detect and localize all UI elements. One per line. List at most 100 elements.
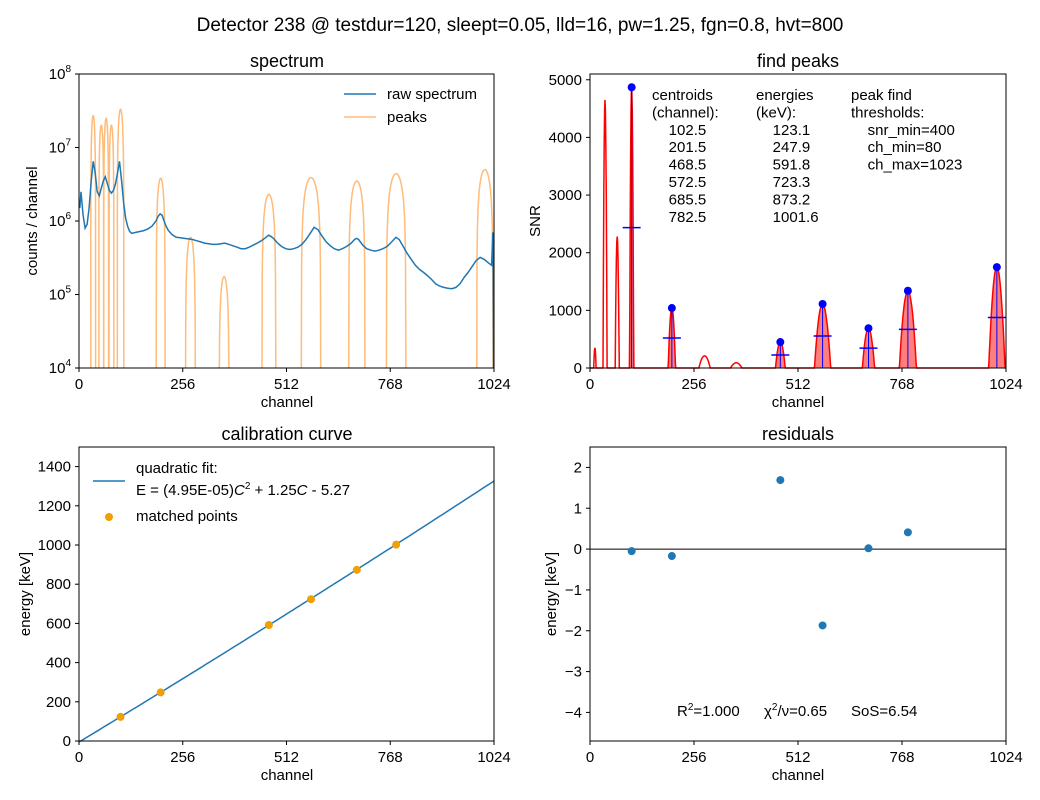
x-tick-label: 0 xyxy=(586,376,594,393)
x-tick-label: 512 xyxy=(785,749,810,766)
y-tick-label: −1 xyxy=(565,582,582,599)
spectrum-ylabel: counts / channel xyxy=(24,166,41,275)
annotation-line: 102.5 xyxy=(652,122,706,139)
peak-curve xyxy=(90,115,97,369)
legend-label-fit: quadratic fit: xyxy=(136,460,218,477)
annotation-line: 685.5 xyxy=(652,191,706,208)
x-tick-label: 768 xyxy=(378,749,403,766)
annotation-line: 782.5 xyxy=(652,209,706,226)
peak-marker xyxy=(903,286,912,295)
annotation-line: centroids xyxy=(652,87,713,104)
y-tick-label: 4000 xyxy=(549,129,582,146)
y-tick-label: 800 xyxy=(46,576,71,593)
annotation-line: 468.5 xyxy=(652,157,706,174)
x-tick-label: 768 xyxy=(889,749,914,766)
x-tick-label: 256 xyxy=(681,749,706,766)
annotation-line: 723.3 xyxy=(756,174,810,191)
x-tick-label: 768 xyxy=(889,376,914,393)
y-tick-label: 400 xyxy=(46,655,71,672)
peak-curve xyxy=(261,193,277,369)
x-tick-label: 512 xyxy=(274,376,299,393)
annotation-line: 572.5 xyxy=(652,174,706,191)
residual-point xyxy=(776,476,785,485)
peak-curve xyxy=(98,124,105,369)
y-tick-label: 600 xyxy=(46,615,71,632)
x-tick-label: 1024 xyxy=(477,749,510,766)
y-tick-label: 1000 xyxy=(38,537,71,554)
find-peaks-xlabel: channel xyxy=(772,394,825,411)
x-tick-label: 256 xyxy=(170,749,195,766)
annotation-line: (channel): xyxy=(652,104,719,121)
legend-label-peaks: peaks xyxy=(387,109,427,126)
matched-point xyxy=(116,712,125,721)
x-tick-label: 0 xyxy=(586,749,594,766)
matched-point xyxy=(392,540,401,549)
y-tick-label: 0 xyxy=(574,541,582,558)
residual-point xyxy=(864,544,873,553)
calibration-ylabel: energy [keV] xyxy=(17,552,34,636)
y-tick-label: −2 xyxy=(565,623,582,640)
residual-point xyxy=(818,621,827,630)
residual-stat-chi2: χ2/ν=0.65 xyxy=(764,702,827,720)
peak-curve xyxy=(347,180,366,369)
peak-marker xyxy=(818,300,827,309)
legend-swatch-matched xyxy=(105,513,113,521)
annotation-line: 247.9 xyxy=(756,139,810,156)
annotation-line: peak find xyxy=(851,87,912,104)
y-tick-label: 107 xyxy=(49,138,72,157)
matched-point xyxy=(352,565,361,574)
matched-point xyxy=(156,688,165,697)
x-tick-label: 1024 xyxy=(989,376,1022,393)
residuals-ylabel: energy [keV] xyxy=(543,552,560,636)
matched-point xyxy=(264,621,273,630)
y-tick-label: 1200 xyxy=(38,498,71,515)
peak-curve xyxy=(108,124,115,369)
find-peaks-ylabel: SNR xyxy=(527,205,544,237)
peak-marker xyxy=(627,83,636,92)
find-peaks-title: find peaks xyxy=(757,51,839,71)
peak-curve xyxy=(116,108,125,369)
peak-curve xyxy=(155,177,166,369)
annotation-line: thresholds: xyxy=(851,104,924,121)
y-tick-label: 106 xyxy=(49,211,72,230)
x-tick-label: 512 xyxy=(274,749,299,766)
peak-marker xyxy=(864,324,873,333)
peak-marker xyxy=(776,338,785,347)
y-tick-label: 108 xyxy=(49,64,72,83)
annotation-line: snr_min=400 xyxy=(851,122,955,139)
fit-line xyxy=(78,480,495,743)
y-tick-label: 3000 xyxy=(549,187,582,204)
annotation-line: ch_min=80 xyxy=(851,139,941,156)
y-tick-label: 200 xyxy=(46,694,71,711)
x-tick-label: 1024 xyxy=(989,749,1022,766)
spectrum-panel: spectrum 0 256 512 768 1024 104 105 106 107 108 c… xyxy=(24,51,511,411)
raw-spectrum-line xyxy=(79,161,495,369)
y-tick-label: −4 xyxy=(565,704,582,721)
annotation-line: ch_max=1023 xyxy=(851,157,962,174)
x-tick-label: 0 xyxy=(75,749,83,766)
y-tick-label: 1000 xyxy=(549,302,582,319)
spectrum-xlabel: channel xyxy=(261,394,314,411)
spectrum-legend: raw spectrum peaks xyxy=(344,86,477,126)
residual-point xyxy=(627,547,636,556)
y-tick-label: 0 xyxy=(63,733,71,750)
residuals-title: residuals xyxy=(762,424,834,444)
peak-curve xyxy=(385,172,407,369)
residual-stat-r2: R2=1.000 xyxy=(677,702,740,720)
y-tick-label: 5000 xyxy=(549,72,582,89)
x-tick-label: 256 xyxy=(681,376,706,393)
annotation-line: 201.5 xyxy=(652,139,706,156)
y-tick-label: 104 xyxy=(49,358,72,377)
annotation-line: 591.8 xyxy=(756,157,810,174)
peak-curve xyxy=(218,275,230,369)
peak-marker xyxy=(667,304,676,313)
peak-marker xyxy=(992,263,1001,272)
annotation-line: (keV): xyxy=(756,104,796,121)
legend-fit-equation: E = (4.95E-05)C2 + 1.25C - 5.27 xyxy=(136,481,350,499)
residual-point xyxy=(667,552,676,561)
y-tick-label: 0 xyxy=(574,360,582,377)
calibration-title: calibration curve xyxy=(221,424,352,444)
residuals-axes-frame xyxy=(589,446,1007,742)
y-tick-label: 1 xyxy=(574,500,582,517)
